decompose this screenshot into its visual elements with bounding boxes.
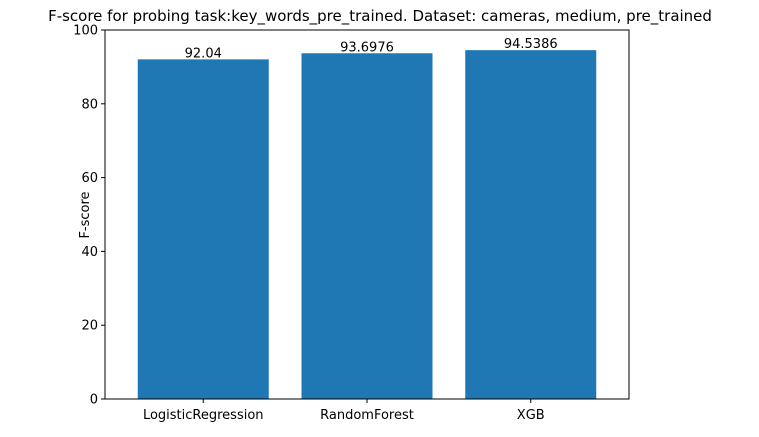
bars-layer [137,50,597,400]
value-label-xgb: 94.5386 [504,37,558,52]
value-labels-layer: 92.04 93.6976 94.5386 [185,37,558,61]
bar-logisticregression [137,59,269,400]
y-tick-label-0: 0 [90,393,98,408]
y-tick-label-60: 60 [81,171,98,186]
bar-xgb [465,50,597,400]
x-tick-label-randomforest: RandomForest [320,408,414,423]
x-tick-label-logisticregression: LogisticRegression [143,408,264,423]
y-axis: 0 20 40 60 80 100 [73,24,105,408]
y-tick-label-40: 40 [81,245,98,260]
y-tick-label-100: 100 [73,24,98,39]
value-label-randomforest: 93.6976 [340,40,394,55]
bar-randomforest [301,53,433,399]
x-axis: LogisticRegression RandomForest XGB [143,399,545,423]
x-tick-label-xgb: XGB [517,408,545,423]
chart-title: F-score for probing task:key_words_pre_t… [48,7,712,26]
y-tick-label-80: 80 [81,97,98,112]
y-tick-label-20: 20 [81,319,98,334]
y-axis-label: F-score [78,191,93,238]
value-label-logisticregression: 92.04 [185,46,222,61]
